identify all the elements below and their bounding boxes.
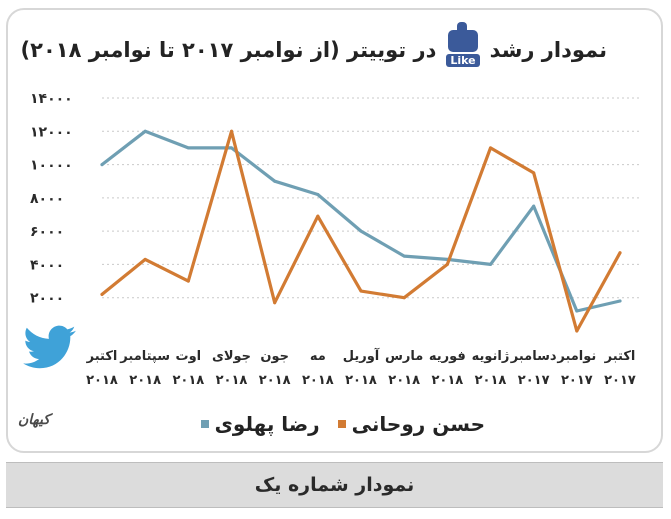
data-point [316,214,320,218]
data-point [532,204,536,208]
legend-swatch-pahlavi [200,420,209,428]
data-point [402,296,406,300]
y-tick-label: ۶۰۰۰ [30,224,64,240]
x-tick-month: دسامبر [510,349,557,364]
title-suffix: در توییتر (از نوامبر ۲۰۱۷ تا نوامبر ۲۰۱۸… [20,38,437,62]
x-tick-month: سپتامبر [119,349,170,364]
facebook-like-icon: Like [446,22,480,70]
x-axis-ticks: اکتبر ۲۰۱۷ نوامبر ۲۰۱۷ دسامبر ۲۰۱۷ ژانویه ۲۰۱۸ ف… [86,347,636,388]
x-tick-month: جولای [212,349,251,364]
data-point [143,129,147,133]
y-tick-label: ۱۰۰۰۰ [30,158,73,174]
legend-label-pahlavi: رضا پهلوی [214,412,320,436]
y-tick-label: ۴۰۰۰ [30,257,64,273]
data-point [445,262,449,266]
x-tick-month: ژانویه [472,349,510,364]
data-point [359,289,363,293]
x-tick-year: ۲۰۱۸ [172,373,204,388]
x-tick-month: فوریه [429,349,466,364]
y-axis-ticks: ۱۴۰۰۰ ۱۲۰۰۰ ۱۰۰۰۰ ۸۰۰۰ ۶۰۰۰ ۴۰۰۰ ۲۰۰۰ [30,91,73,307]
data-point [618,299,622,303]
x-tick-month: آوریل [343,347,380,364]
series-lines [100,129,622,333]
x-tick-year: ۲۰۱۸ [86,373,118,388]
x-tick-year: ۲۰۱۸ [431,373,463,388]
x-tick-month: اکتبر [86,349,118,364]
legend-label-rouhani: حسن روحانی [351,412,485,436]
y-tick-label: ۲۰۰۰ [30,291,64,307]
data-point [186,279,190,283]
series-line-0 [100,129,622,313]
x-tick-month: اوت [176,349,202,364]
data-point [273,179,277,183]
x-tick-month: مارس [385,349,423,364]
y-tick-label: ۱۲۰۰۰ [30,124,73,140]
data-point [186,146,190,150]
data-point [402,254,406,258]
legend-swatch-rouhani [337,420,346,428]
x-tick-year: ۲۰۱۸ [129,373,161,388]
data-point [273,301,277,305]
data-point [575,329,579,333]
y-tick-label: ۸۰۰۰ [30,191,64,207]
chart-frame [6,8,663,453]
thumbs-up-icon [447,22,478,52]
x-tick-month: نوامبر [556,349,596,364]
legend-item-rouhani: حسن روحانی [337,412,485,436]
x-tick-year: ۲۰۱۸ [216,373,248,388]
kayhan-logo: کیهان [18,412,50,428]
legend-item-pahlavi: رضا پهلوی [200,412,320,436]
data-point [359,229,363,233]
x-tick-month: مه [310,349,326,364]
title-prefix: نمودار رشد [489,38,607,62]
data-point [316,193,320,197]
x-tick-year: ۲۰۱۷ [518,373,550,388]
x-tick-year: ۲۰۱۷ [561,373,593,388]
x-tick-year: ۲۰۱۸ [345,373,377,388]
data-point [100,292,104,296]
data-point [575,309,579,313]
like-label: Like [446,54,480,67]
chart-title: نمودار رشد Like در توییتر (از نوامبر ۲۰۱… [21,22,607,70]
x-tick-year: ۲۰۱۸ [475,373,507,388]
data-point [230,129,233,133]
y-tick-label: ۱۴۰۰۰ [30,91,73,107]
x-tick-year: ۲۰۱۸ [388,373,420,388]
twitter-bird-icon [23,325,76,369]
data-point [230,146,233,150]
data-point [532,171,536,175]
x-tick-month: جون [260,349,289,364]
data-point [618,251,622,255]
x-tick-year: ۲۰۱۷ [604,373,636,388]
legend: حسن روحانی رضا پهلوی [200,412,485,436]
data-point [489,146,492,150]
caption-bar: نمودار شماره یک [6,462,663,508]
data-point [489,262,492,266]
data-point [100,163,104,167]
data-point [143,257,147,261]
x-tick-year: ۲۰۱۸ [302,373,334,388]
x-tick-year: ۲۰۱۸ [259,373,291,388]
x-tick-month: اکتبر [604,349,636,364]
